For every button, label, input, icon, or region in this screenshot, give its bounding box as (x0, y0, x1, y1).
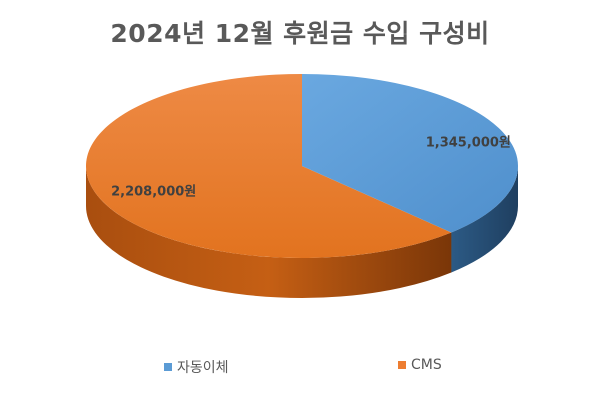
legend-item-1: CMS (398, 357, 442, 373)
slice-autopay (302, 74, 519, 233)
legend: 자동이체 CMS (0, 357, 600, 377)
legend-label-0: 자동이체 (177, 360, 229, 376)
data-label-1: 2,208,000원 (111, 185, 196, 200)
slice-cms (86, 74, 452, 258)
legend-swatch-1 (398, 361, 406, 369)
legend-label-1: CMS (411, 357, 442, 373)
data-label-0: 1,345,000원 (426, 135, 511, 150)
legend-swatch-0 (164, 363, 172, 371)
chart-title: 2024년 12월 후원금 수입 구성비 (110, 19, 490, 48)
slice-side-cms (86, 166, 452, 299)
slice-side-autopay (451, 166, 518, 273)
legend-item-0: 자동이체 (164, 357, 229, 377)
